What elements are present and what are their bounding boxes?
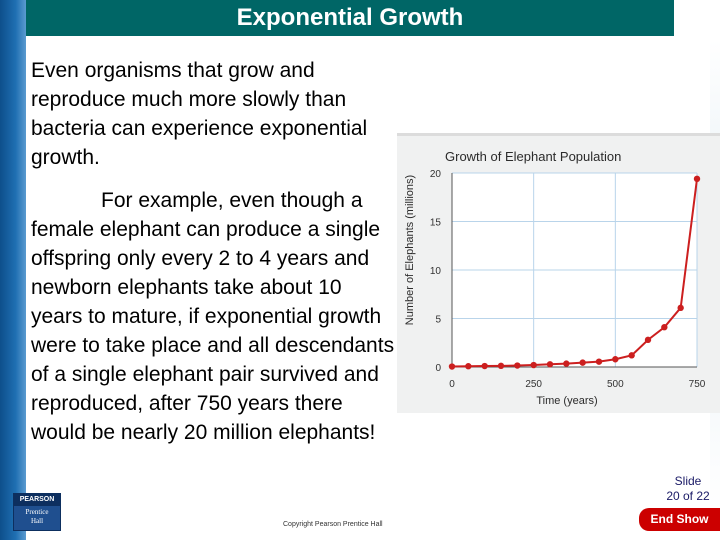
x-tick-label: 0 (449, 379, 455, 390)
slide-number: Slide 20 of 22 (660, 474, 716, 504)
slide-number-line2: 20 of 22 (666, 489, 710, 503)
logo-line1: Prentice (25, 508, 49, 516)
paragraph-intro: Even organisms that grow and reproduce m… (31, 59, 368, 169)
pearson-logo-wordmark: PEARSON (14, 494, 60, 506)
growth-curve (451, 178, 698, 368)
data-point (563, 360, 570, 367)
y-tick-label: 15 (430, 218, 442, 229)
data-point (677, 304, 684, 312)
data-point (579, 359, 586, 366)
prentice-hall-logo-text: Prentice Hall (14, 508, 60, 526)
y-tick-label: 10 (430, 266, 442, 277)
data-point (465, 363, 472, 370)
data-point (497, 362, 505, 370)
data-point (595, 358, 603, 365)
chart-svg: Growth of Elephant Population Number of … (404, 149, 706, 407)
data-point (481, 362, 488, 370)
end-show-button[interactable]: End Show (639, 508, 720, 531)
y-axis-label: Number of Elephants (millions) (404, 175, 416, 325)
chart-title: Growth of Elephant Population (445, 149, 621, 164)
logo-line2: Hall (30, 517, 44, 525)
x-axis-label: Time (years) (536, 395, 597, 407)
data-point (514, 362, 521, 369)
slide-number-line1: Slide (674, 474, 702, 488)
x-tick-label: 750 (689, 379, 706, 390)
data-point (628, 352, 635, 359)
body-text: Even organisms that grow and reproduce m… (31, 56, 396, 447)
y-tick-label: 5 (435, 315, 441, 326)
pearson-logo: PEARSON Prentice Hall (13, 493, 61, 531)
data-point (530, 361, 537, 369)
data-point (644, 336, 652, 344)
data-point (693, 175, 701, 183)
paragraph-example: For example, even though a female elepha… (31, 189, 395, 444)
y-tick-label: 0 (435, 363, 441, 374)
x-tick-label: 250 (525, 379, 542, 390)
data-point (546, 361, 554, 368)
x-tick-label: 500 (607, 379, 624, 390)
data-point (448, 363, 456, 370)
y-tick-label: 20 (430, 169, 442, 180)
copyright-notice: Copyright Pearson Prentice Hall (283, 521, 383, 528)
slide-title: Exponential Growth (26, 0, 674, 36)
left-decorative-band (0, 0, 26, 540)
elephant-population-chart: Growth of Elephant Population Number of … (397, 133, 720, 413)
data-point (612, 356, 619, 363)
data-point (661, 324, 668, 331)
